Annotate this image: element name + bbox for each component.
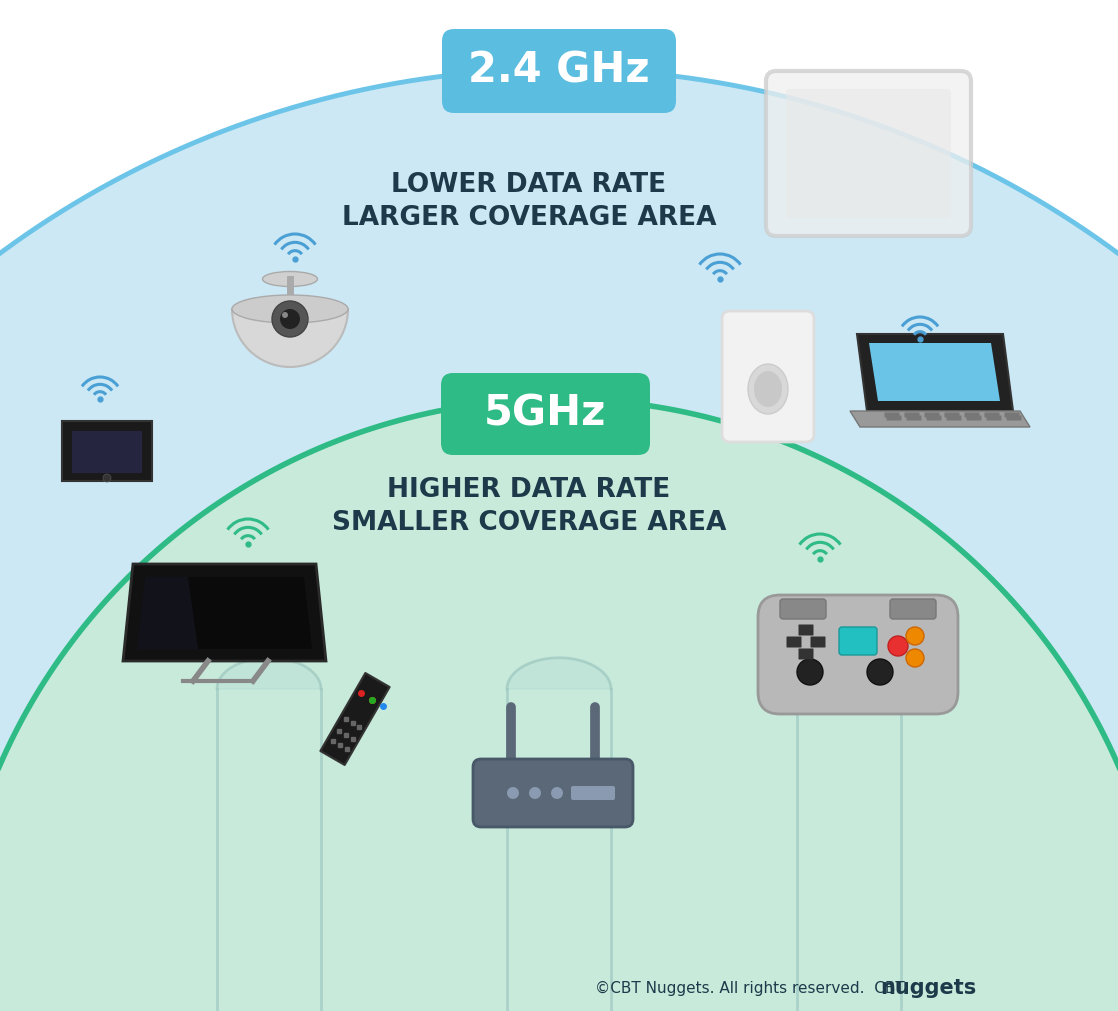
FancyBboxPatch shape [811,637,825,648]
Circle shape [906,628,923,645]
FancyBboxPatch shape [440,374,650,456]
FancyBboxPatch shape [890,600,936,620]
Circle shape [797,659,823,685]
Polygon shape [321,673,390,765]
Polygon shape [869,344,999,401]
Polygon shape [797,658,901,690]
Wedge shape [233,309,348,368]
FancyBboxPatch shape [966,417,982,422]
Circle shape [280,309,300,330]
Circle shape [282,312,288,318]
Text: SMALLER COVERAGE AREA: SMALLER COVERAGE AREA [332,510,727,536]
FancyBboxPatch shape [884,413,900,419]
FancyBboxPatch shape [1006,417,1022,422]
FancyBboxPatch shape [571,787,615,801]
Text: LOWER DATA RATE: LOWER DATA RATE [391,172,666,198]
FancyBboxPatch shape [947,417,961,422]
Circle shape [103,474,111,482]
Circle shape [272,301,307,338]
FancyBboxPatch shape [766,72,972,237]
FancyBboxPatch shape [786,90,951,218]
Polygon shape [72,432,142,473]
FancyBboxPatch shape [838,628,877,655]
FancyBboxPatch shape [758,595,958,715]
Text: HIGHER DATA RATE: HIGHER DATA RATE [387,476,671,502]
FancyBboxPatch shape [985,413,999,419]
FancyBboxPatch shape [927,417,941,422]
Polygon shape [217,658,321,690]
FancyBboxPatch shape [722,311,814,443]
Text: nuggets: nuggets [880,977,976,997]
FancyBboxPatch shape [986,417,1002,422]
FancyBboxPatch shape [945,413,959,419]
FancyBboxPatch shape [473,759,633,827]
FancyBboxPatch shape [780,600,826,620]
FancyBboxPatch shape [798,649,814,660]
Ellipse shape [748,365,788,415]
Polygon shape [61,422,152,481]
Polygon shape [0,399,1118,1009]
FancyBboxPatch shape [887,417,901,422]
Polygon shape [138,577,312,649]
Bar [0,1004,1118,1011]
Ellipse shape [263,272,318,287]
Text: 5GHz: 5GHz [484,391,606,434]
Circle shape [529,788,541,800]
FancyBboxPatch shape [786,637,802,648]
Text: 2.4 GHz: 2.4 GHz [468,49,650,91]
Ellipse shape [754,372,781,407]
FancyBboxPatch shape [907,417,921,422]
FancyBboxPatch shape [1004,413,1020,419]
Circle shape [551,788,563,800]
Polygon shape [138,577,198,649]
Polygon shape [506,658,612,690]
Circle shape [506,788,519,800]
Polygon shape [850,411,1030,428]
Polygon shape [0,70,1118,1009]
Circle shape [888,636,908,656]
Polygon shape [123,564,326,661]
FancyBboxPatch shape [768,602,948,703]
FancyBboxPatch shape [904,413,919,419]
Circle shape [866,659,893,685]
FancyBboxPatch shape [925,413,939,419]
Polygon shape [858,335,1013,411]
Ellipse shape [777,654,830,715]
FancyBboxPatch shape [442,30,676,114]
Ellipse shape [887,654,939,715]
FancyBboxPatch shape [965,413,979,419]
Text: LARGER COVERAGE AREA: LARGER COVERAGE AREA [342,205,717,231]
Ellipse shape [233,295,348,324]
Circle shape [906,649,923,667]
FancyBboxPatch shape [798,625,814,636]
Text: ©CBT Nuggets. All rights reserved.  CBT: ©CBT Nuggets. All rights reserved. CBT [595,980,904,995]
